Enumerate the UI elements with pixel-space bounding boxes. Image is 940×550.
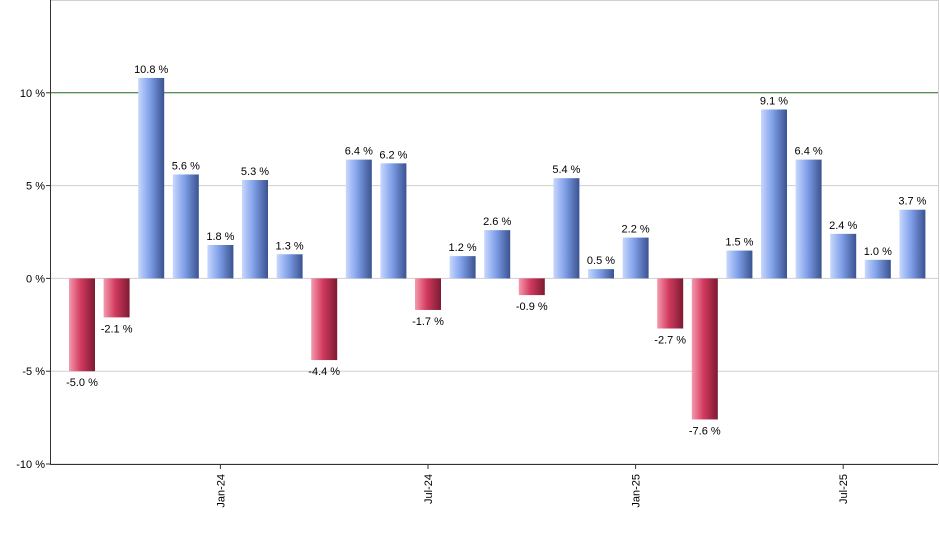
bar — [172, 174, 199, 279]
data-label: 1.8 % — [206, 231, 234, 243]
x-tick-label: Jan-25 — [631, 474, 643, 508]
bar — [588, 269, 614, 279]
bar — [864, 259, 891, 279]
data-label: -1.7 % — [412, 316, 444, 328]
y-tick-label: 5 % — [26, 181, 45, 193]
data-label: 6.4 % — [345, 146, 373, 158]
axes: -10 % -5 % 0 % 5 % 10 % Jan-24 Jul-24 Jan-25 Jul… — [16, 0, 939, 508]
bar — [761, 109, 787, 279]
bar — [103, 278, 130, 318]
data-label: -2.1 % — [101, 323, 133, 335]
bar — [345, 159, 372, 279]
data-label: -4.4 % — [308, 366, 340, 378]
y-tick-label: -10 % — [16, 459, 45, 471]
data-label: -2.7 % — [654, 335, 686, 347]
bar — [242, 180, 268, 279]
data-label: 10.8 % — [134, 64, 168, 76]
bar — [899, 209, 926, 279]
data-label: 6.4 % — [795, 146, 823, 158]
x-tick-label: Jan-24 — [215, 474, 227, 508]
y-tick-label: 0 % — [26, 273, 45, 285]
bar — [138, 77, 165, 279]
data-label: -0.9 % — [516, 301, 548, 313]
bar — [484, 230, 511, 279]
bar — [830, 233, 857, 279]
bar — [380, 163, 407, 279]
data-label: 5.4 % — [552, 164, 580, 176]
bars — [69, 77, 926, 420]
data-label: 5.3 % — [241, 166, 269, 178]
data-label: 1.0 % — [864, 246, 892, 258]
bar — [518, 278, 545, 296]
bar — [622, 237, 649, 279]
bar — [207, 244, 234, 279]
x-tick-label: Jul-24 — [423, 474, 435, 504]
bar — [795, 159, 822, 279]
y-tick-label: 10 % — [20, 88, 45, 100]
data-label: 5.6 % — [172, 160, 200, 172]
bar — [69, 278, 95, 372]
bar — [691, 278, 718, 420]
bar — [553, 178, 580, 279]
data-label: 1.2 % — [449, 242, 477, 254]
data-label: 0.5 % — [587, 255, 615, 267]
data-label: 1.3 % — [276, 240, 304, 252]
bar — [726, 250, 753, 279]
data-label: 6.2 % — [379, 149, 407, 161]
data-label: 2.4 % — [829, 220, 857, 232]
bar — [415, 278, 441, 310]
x-tick-label: Jul-25 — [838, 474, 850, 504]
y-tick-label: -5 % — [22, 366, 45, 378]
data-label: 3.7 % — [898, 196, 926, 208]
bar — [311, 278, 338, 361]
data-label: -7.6 % — [689, 425, 721, 437]
data-label: 1.5 % — [725, 237, 753, 249]
data-label: 9.1 % — [760, 96, 788, 108]
data-labels: -5.0 % -2.1 % 10.8 % 5.6 % 1.8 % 5.3 % 1.3 % -4… — [66, 64, 927, 438]
data-label: -5.0 % — [66, 377, 98, 389]
bar — [276, 254, 303, 279]
data-label: 2.6 % — [483, 216, 511, 228]
data-label: 2.2 % — [622, 224, 650, 236]
bar — [657, 278, 684, 329]
bar — [449, 256, 476, 279]
